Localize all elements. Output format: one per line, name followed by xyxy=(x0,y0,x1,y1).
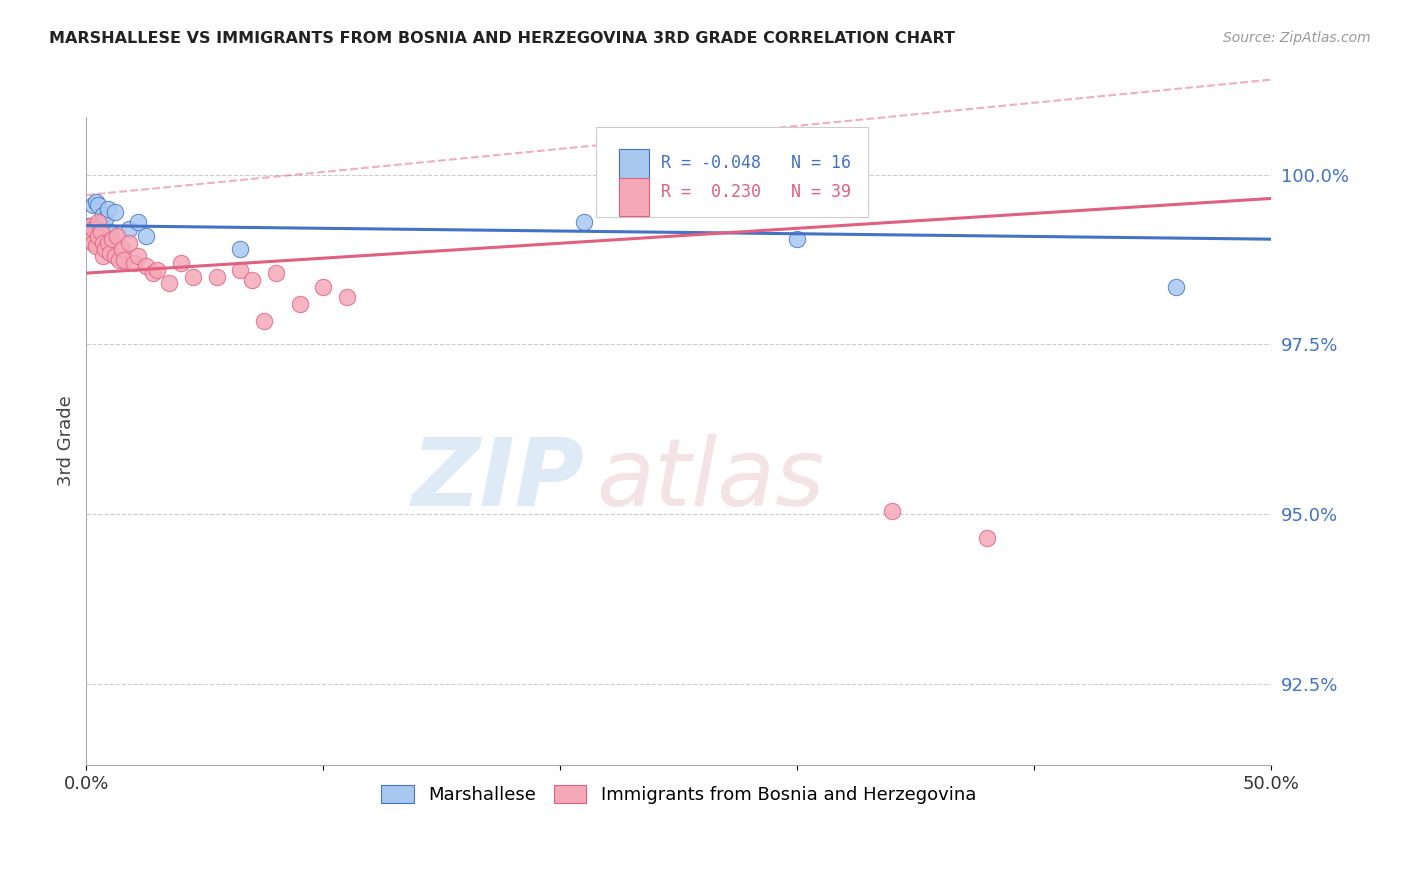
Bar xyxy=(620,178,650,217)
Point xyxy=(98,226,121,240)
Point xyxy=(880,504,903,518)
Point xyxy=(135,260,157,274)
Point xyxy=(157,277,180,291)
Point xyxy=(253,313,276,327)
Point xyxy=(118,222,141,236)
Point xyxy=(94,211,117,226)
Point xyxy=(98,245,121,260)
Text: ZIP: ZIP xyxy=(411,434,583,526)
Point xyxy=(135,228,157,243)
Text: Source: ZipAtlas.com: Source: ZipAtlas.com xyxy=(1223,31,1371,45)
Point xyxy=(146,262,169,277)
Point xyxy=(127,215,149,229)
Point xyxy=(240,273,263,287)
Point xyxy=(82,222,104,236)
Point xyxy=(288,296,311,310)
Point xyxy=(104,205,127,219)
Point xyxy=(111,243,134,257)
Bar xyxy=(620,149,650,187)
Point xyxy=(572,215,595,229)
Point xyxy=(112,252,135,267)
Point xyxy=(77,226,100,240)
Point xyxy=(84,239,107,253)
Text: R = -0.048   N = 16: R = -0.048 N = 16 xyxy=(661,153,851,172)
Point xyxy=(336,290,359,304)
Point xyxy=(181,269,204,284)
Point xyxy=(82,235,104,250)
Point xyxy=(80,219,103,233)
Point xyxy=(205,269,228,284)
Point xyxy=(91,235,114,250)
Point xyxy=(142,266,165,280)
Point xyxy=(122,256,145,270)
Text: atlas: atlas xyxy=(596,434,824,525)
Point xyxy=(105,228,128,243)
Point xyxy=(87,215,110,229)
Point xyxy=(104,249,127,263)
Point xyxy=(97,202,120,216)
Point xyxy=(786,232,808,246)
Point xyxy=(77,232,100,246)
Point xyxy=(229,243,252,257)
Point xyxy=(108,252,131,267)
Point xyxy=(127,249,149,263)
Y-axis label: 3rd Grade: 3rd Grade xyxy=(58,396,75,486)
Point xyxy=(77,219,100,233)
Point xyxy=(1166,279,1188,293)
Point xyxy=(118,235,141,250)
FancyBboxPatch shape xyxy=(596,127,869,218)
Text: R =  0.230   N = 39: R = 0.230 N = 39 xyxy=(661,183,851,201)
Point xyxy=(91,208,114,222)
Point xyxy=(229,262,252,277)
Point xyxy=(82,198,104,212)
Point xyxy=(87,228,110,243)
Point xyxy=(91,249,114,263)
Point xyxy=(94,243,117,257)
Point xyxy=(89,226,111,240)
Text: MARSHALLESE VS IMMIGRANTS FROM BOSNIA AND HERZEGOVINA 3RD GRADE CORRELATION CHAR: MARSHALLESE VS IMMIGRANTS FROM BOSNIA AN… xyxy=(49,31,955,46)
Legend: Marshallese, Immigrants from Bosnia and Herzegovina: Marshallese, Immigrants from Bosnia and … xyxy=(374,778,984,812)
Point xyxy=(84,194,107,209)
Point xyxy=(312,279,335,293)
Point xyxy=(170,256,193,270)
Point xyxy=(101,232,124,246)
Point xyxy=(976,531,998,545)
Point xyxy=(264,266,287,280)
Point xyxy=(97,235,120,250)
Point xyxy=(87,198,110,212)
